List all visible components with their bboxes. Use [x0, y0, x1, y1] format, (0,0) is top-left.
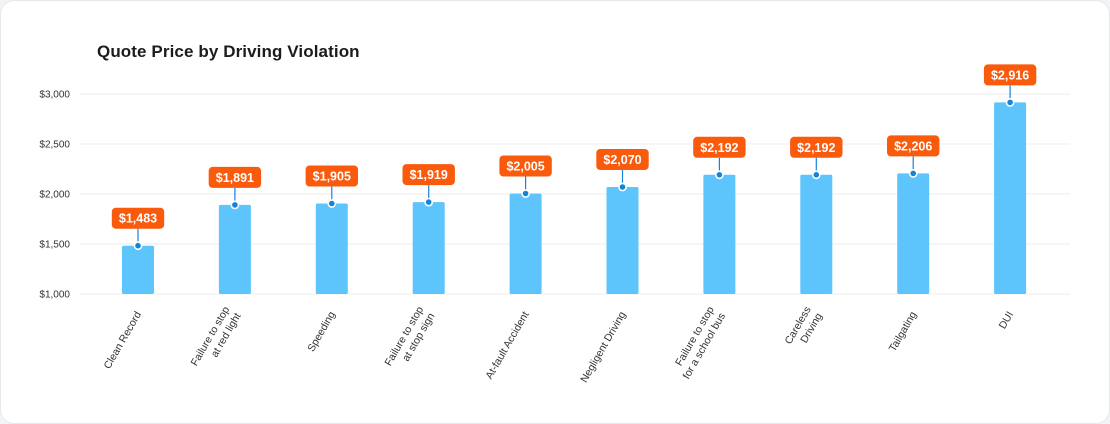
x-tick-label: Tailgating: [887, 309, 920, 354]
bar: [606, 187, 639, 294]
data-label: $2,192: [700, 141, 738, 155]
bar: [897, 173, 930, 294]
x-tick-label: Clean Record: [102, 309, 145, 371]
bar: [315, 203, 348, 294]
bar: [218, 204, 251, 294]
data-label-badge: [208, 166, 262, 188]
y-tick-label: $1,500: [39, 240, 70, 251]
data-label-badge: [596, 149, 649, 170]
bar: [703, 174, 736, 294]
data-point-marker: [521, 189, 530, 198]
data-point-marker: [811, 170, 821, 180]
y-tick-label: $1,000: [39, 290, 70, 301]
chart-title: Quote Price by Driving Violation: [97, 42, 360, 61]
data-label: $1,919: [410, 168, 448, 182]
x-tick-label: Failure to stopat stop sign: [382, 304, 437, 374]
data-point-marker: [424, 197, 434, 207]
data-label-badge: [402, 164, 455, 186]
data-label-badge: [693, 136, 746, 158]
data-label: $2,005: [506, 160, 544, 174]
data-label: $1,905: [313, 170, 351, 184]
data-point-marker: [230, 200, 240, 210]
data-label-badge: [111, 207, 165, 229]
x-tick-label: At-fault Accident: [483, 309, 531, 381]
data-label-badge: [305, 165, 358, 187]
data-label-badge: [887, 135, 940, 157]
bar: [509, 193, 542, 294]
x-tick-label: DUI: [997, 310, 1016, 332]
x-tick-label: Failure to stopat red light: [189, 304, 244, 374]
data-point-marker: [133, 241, 143, 251]
data-label: $2,206: [894, 139, 932, 153]
data-label: $2,070: [603, 153, 641, 167]
data-label-badge: [499, 155, 552, 177]
data-point-marker: [1005, 98, 1015, 107]
y-tick-label: $2,000: [39, 190, 70, 201]
x-tick-label: Speeding: [305, 309, 338, 354]
bar: [800, 174, 833, 294]
data-point-marker: [618, 182, 627, 192]
data-label: $1,891: [216, 171, 254, 185]
y-tick-label: $2,500: [39, 140, 70, 151]
bar: [994, 102, 1027, 295]
data-point-marker: [715, 170, 724, 180]
x-tick-label: Failure to stopfor a school bus: [669, 304, 728, 381]
data-label-badge: [790, 136, 843, 158]
x-tick-label: CarelessDriving: [783, 304, 825, 353]
bar: [122, 245, 154, 294]
y-tick-label: $3,000: [39, 90, 70, 101]
data-label: $2,192: [797, 141, 835, 155]
data-label: $1,483: [119, 212, 157, 226]
data-point-marker: [908, 168, 918, 178]
data-point-marker: [327, 199, 337, 208]
data-label: $2,916: [991, 68, 1029, 82]
bar: [412, 202, 445, 294]
x-tick-label: Negligent Driving: [578, 309, 628, 384]
data-label-badge: [983, 64, 1037, 86]
